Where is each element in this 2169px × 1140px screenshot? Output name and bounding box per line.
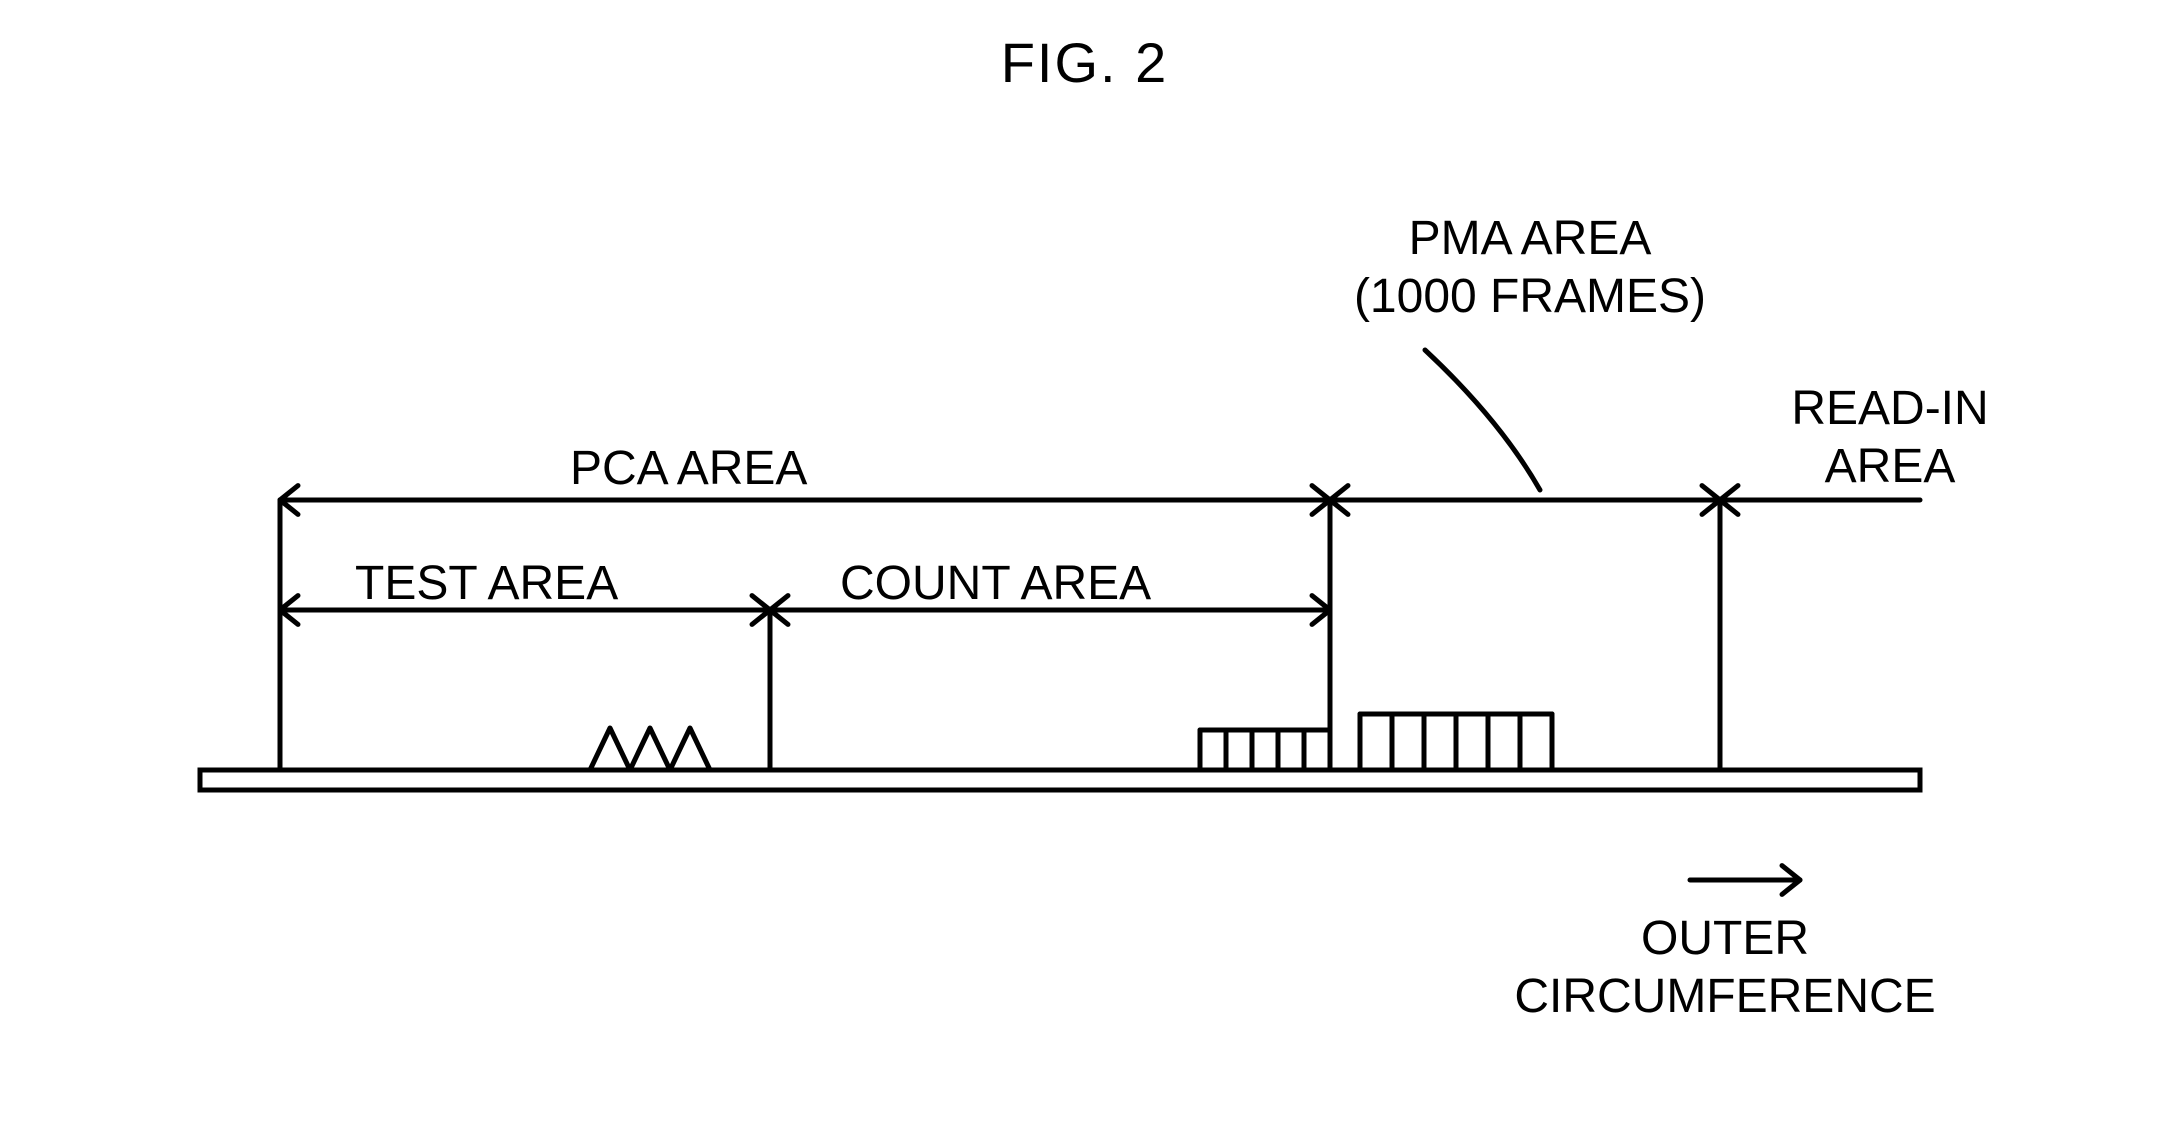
diagram-svg	[200, 240, 2000, 1140]
figure-title: FIG. 2	[1001, 30, 1169, 95]
diagram: PMA AREA (1000 FRAMES) READ-IN AREA PCA …	[200, 240, 2000, 940]
